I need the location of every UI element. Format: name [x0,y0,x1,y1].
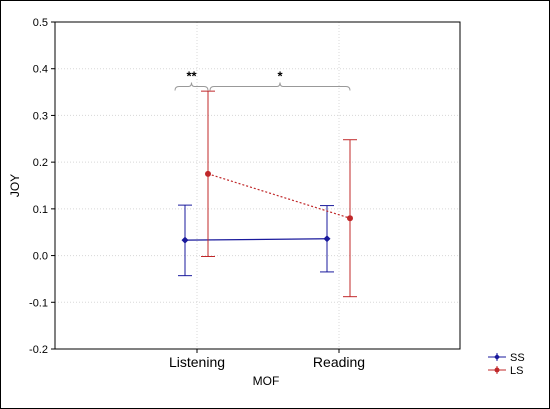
legend-marker [494,367,500,373]
legend-label: SS [510,352,525,364]
series-ls [201,90,357,298]
series-line-ls [207,173,351,219]
significance-brackets: ** * [174,68,351,91]
gridlines [55,21,460,350]
legend-item-ss: SS [488,352,525,364]
plot-area [54,21,461,350]
y-tick-label: 0.2 [33,157,48,169]
y-tick-label: 0.3 [33,110,48,122]
series-line-ss [184,238,328,241]
x-tick-label: Reading [313,354,365,370]
y-tick-label: -0.1 [29,297,48,309]
series-ss [178,204,334,277]
data-point [181,236,189,244]
y-axis-title: JOY [8,174,22,197]
legend-item-ls: LS [488,365,523,377]
x-axis-title: MOF [253,374,280,388]
legend-label: LS [510,365,523,377]
bracket-ls-listening-reading [209,82,351,91]
y-tick-label: -0.2 [29,344,48,356]
data-point [205,170,211,177]
y-tick-label: 0.4 [33,64,48,76]
y-tick-label: 0.0 [33,251,48,263]
data-point [323,235,331,243]
y-tick-label: 0.1 [33,204,48,216]
significance-label: * [277,68,283,83]
significance-label: ** [186,68,197,83]
bracket-ss-ls-listening [174,82,209,91]
x-tick-label: Listening [169,354,225,370]
x-axis-ticks: Listening Reading [169,349,365,370]
y-tick-label: 0.5 [33,17,48,29]
data-point [347,215,353,222]
y-axis-ticks: -0.2 -0.1 0.0 0.1 0.2 0.3 0.4 0.5 [29,17,55,356]
series-layer [178,90,357,298]
legend-marker [494,354,500,360]
